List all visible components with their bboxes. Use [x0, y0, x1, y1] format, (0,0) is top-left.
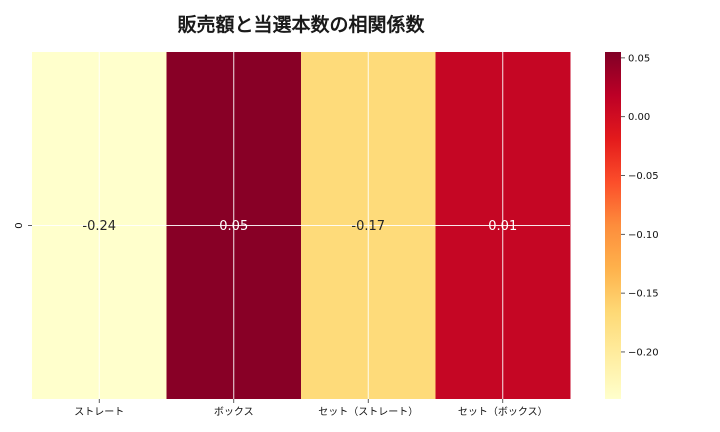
x-tick-label: セット（ストレート）: [318, 406, 418, 418]
colorbar-ticks: 0.05 0.00 −0.05 −0.10 −0.15 −0.20: [621, 53, 659, 358]
colorbar-tick-label: −0.10: [628, 230, 659, 241]
cell-value-label: 0.01: [488, 219, 517, 234]
cell-value-label: -0.17: [351, 219, 385, 234]
cell-labels: -0.24 0.05 -0.17 0.01: [82, 219, 517, 234]
x-tick-label: ストレート: [74, 407, 124, 418]
cell-value-label: -0.24: [82, 219, 116, 234]
y-tick-label: 0: [14, 222, 25, 228]
colorbar-tick-label: 0.00: [628, 112, 650, 123]
colorbar-tick-label: −0.20: [628, 347, 659, 358]
x-tick-label: ボックス: [214, 406, 254, 418]
gridlines: [32, 52, 570, 399]
colorbar-tick-label: −0.05: [628, 171, 659, 182]
colorbar-tick-label: −0.15: [628, 289, 659, 300]
x-tick-label: セット（ボックス）: [458, 406, 548, 418]
colorbar-tick-label: 0.05: [628, 53, 650, 64]
x-axis-ticks: ストレート ボックス セット（ストレート） セット（ボックス）: [74, 399, 548, 418]
cell-value-label: 0.05: [219, 219, 248, 234]
colorbar: [605, 52, 621, 399]
chart-title: 販売額と当選本数の相関係数: [177, 13, 425, 36]
y-axis-ticks: 0: [14, 222, 32, 229]
